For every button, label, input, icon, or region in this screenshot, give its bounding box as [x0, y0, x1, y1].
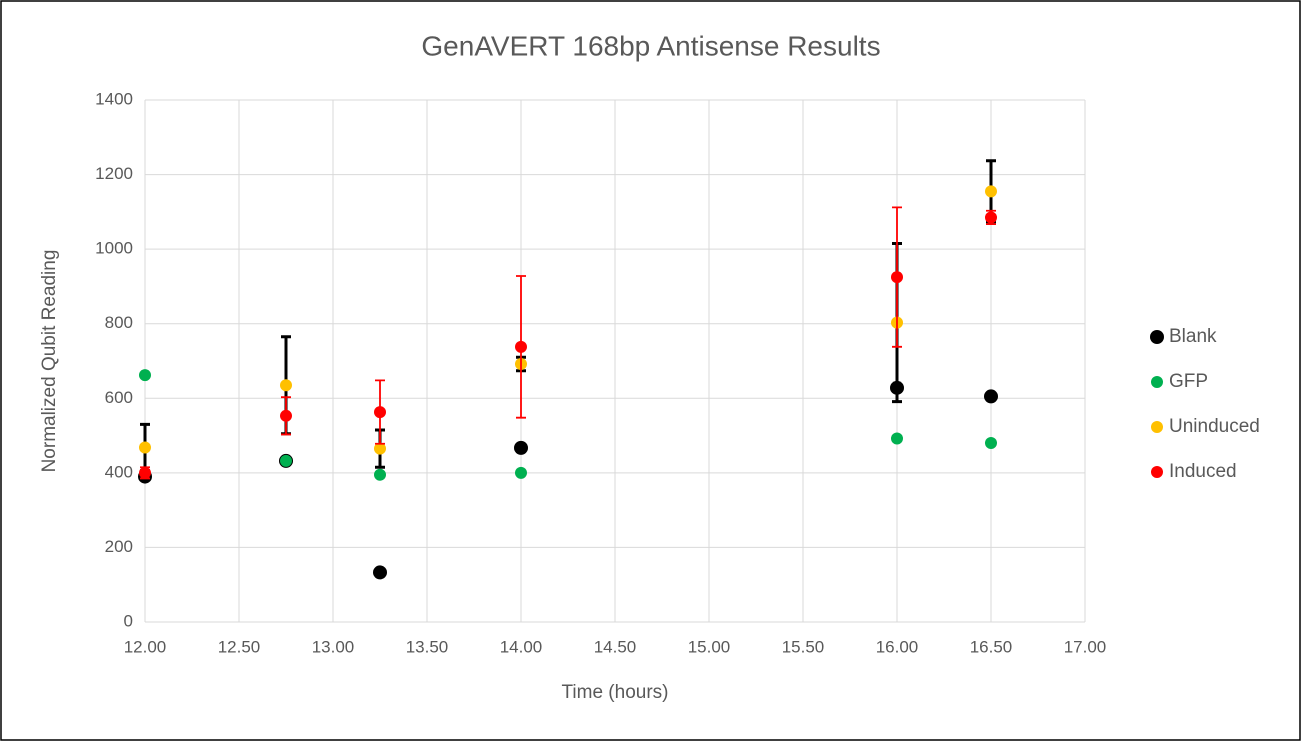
x-tick-label: 14.00 [500, 637, 543, 656]
chart-title: GenAVERT 168bp Antisense Results [421, 30, 880, 61]
data-point [985, 211, 997, 224]
x-tick-label: 15.50 [782, 637, 825, 656]
data-point [891, 271, 903, 284]
x-tick-label: 12.00 [124, 637, 167, 656]
y-tick-label: 800 [105, 313, 133, 332]
data-point [514, 440, 528, 455]
data-point [374, 468, 386, 481]
data-point [891, 432, 903, 445]
x-tick-label: 13.50 [406, 637, 449, 656]
x-tick-label: 16.00 [876, 637, 919, 656]
data-point [515, 466, 527, 479]
y-axis-label: Normalized Qubit Reading [39, 250, 60, 473]
data-point [984, 389, 998, 404]
legend-marker [1151, 421, 1163, 433]
data-point [374, 442, 386, 455]
y-tick-label: 400 [105, 462, 133, 481]
x-tick-label: 15.00 [688, 637, 731, 656]
data-point [985, 185, 997, 198]
x-tick-label: 12.50 [218, 637, 261, 656]
legend-marker [1150, 330, 1164, 344]
y-tick-label: 1200 [95, 164, 133, 183]
y-tick-label: 200 [105, 537, 133, 556]
legend-marker [1151, 466, 1163, 478]
data-point [515, 340, 527, 353]
data-point [374, 406, 386, 419]
legend-label: GFP [1169, 371, 1208, 392]
legend-label: Blank [1169, 326, 1217, 347]
data-point [139, 466, 151, 479]
data-point [139, 441, 151, 454]
y-tick-label: 1000 [95, 239, 133, 258]
x-tick-label: 16.50 [970, 637, 1013, 656]
legend-label: Induced [1169, 461, 1237, 482]
y-tick-label: 600 [105, 388, 133, 407]
data-point [280, 409, 292, 422]
x-axis-label: Time (hours) [562, 682, 669, 703]
x-tick-label: 14.50 [594, 637, 637, 656]
data-point [985, 437, 997, 450]
data-point [139, 369, 151, 382]
legend-label: Uninduced [1169, 416, 1260, 437]
legend-marker [1151, 376, 1163, 388]
data-point [280, 454, 292, 467]
y-tick-label: 1400 [95, 89, 133, 108]
data-point [373, 565, 387, 580]
x-tick-label: 13.00 [312, 637, 355, 656]
data-point [280, 379, 292, 392]
y-tick-label: 0 [124, 611, 133, 630]
x-tick-label: 17.00 [1064, 637, 1107, 656]
